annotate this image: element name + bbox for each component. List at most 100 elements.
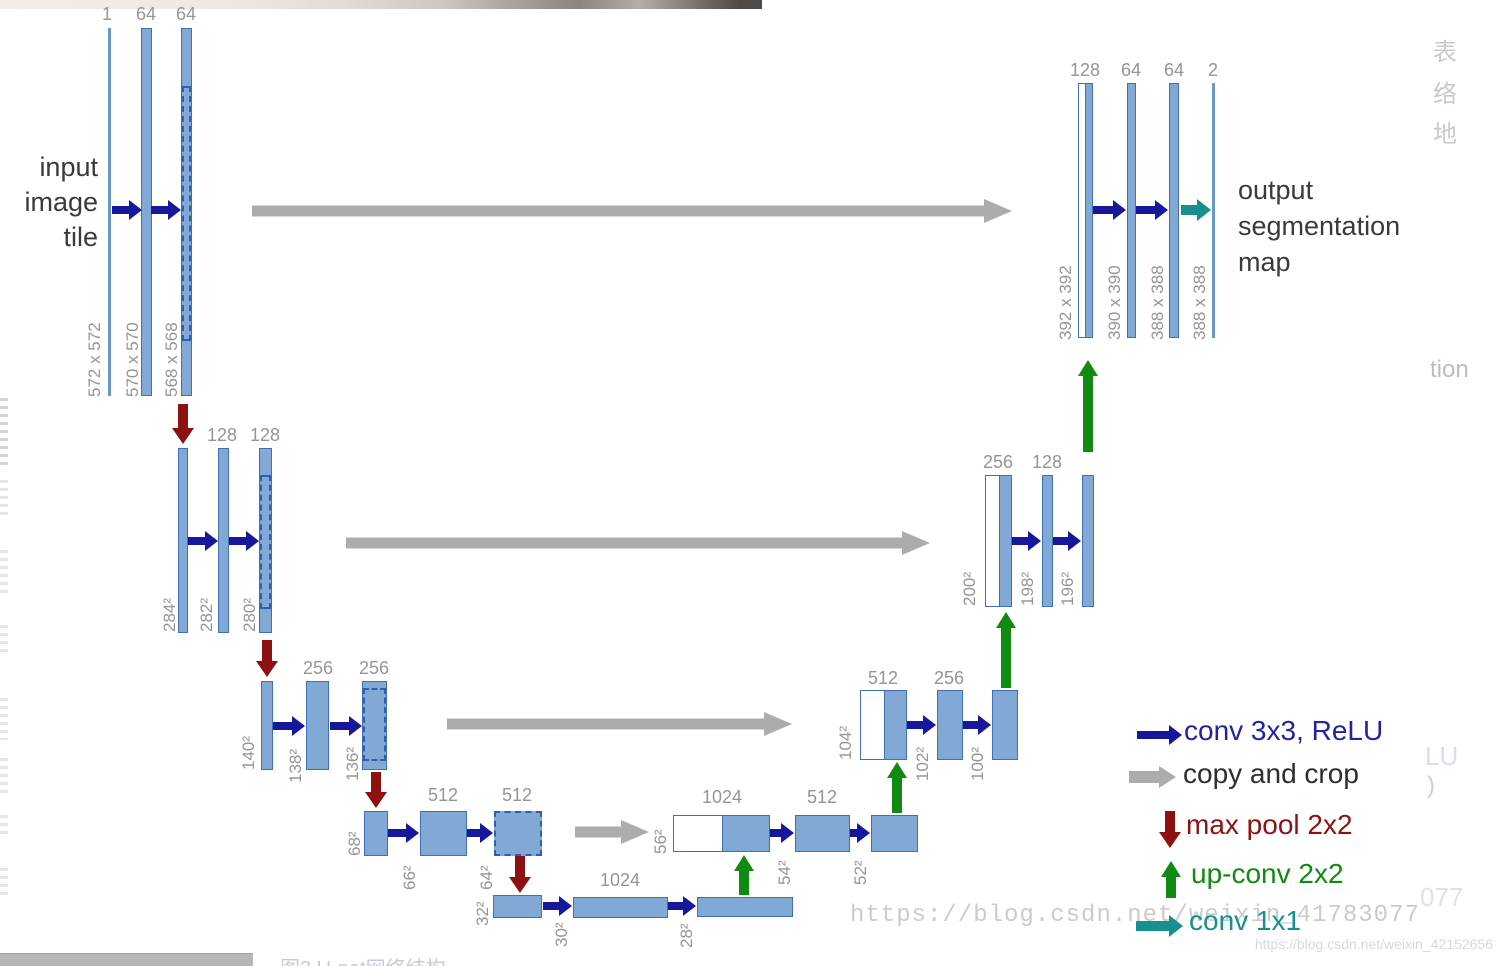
enc1-conv2-crop-region (182, 86, 191, 341)
channel-count-label: 1024 (599, 870, 641, 890)
spatial-size-label: 136² (343, 746, 362, 781)
spatial-size-label: 390 x 390 (1105, 265, 1124, 340)
legend-upconv-arrow (1161, 861, 1181, 898)
maxpool-arrow (256, 640, 278, 677)
legend-maxpool-arrow (1159, 811, 1181, 848)
enc1-conv2 (181, 28, 192, 396)
input-label-line: tile (63, 222, 98, 252)
conv3x3-arrow (388, 823, 419, 843)
maxpool-arrow (365, 772, 387, 808)
left-edge-artifact (0, 625, 8, 657)
channel-count-label: 64 (175, 4, 197, 24)
enc4-pool (364, 811, 388, 856)
ghost-text-fragment: LU (1425, 741, 1459, 771)
spatial-size-label: 572 x 572 (85, 322, 104, 397)
clipped-text-fragment: tion (1430, 356, 1469, 383)
left-edge-artifact (0, 815, 8, 837)
conv3x3-arrow (273, 716, 305, 736)
left-edge-artifact (0, 480, 8, 520)
conv3x3-arrow (668, 896, 696, 916)
conv3x3-arrow (112, 200, 142, 220)
spatial-size-label: 282² (197, 597, 216, 632)
channel-count-label: 1 (101, 4, 113, 24)
spatial-size-label: 54² (775, 860, 794, 885)
legend-conv3x3-label: conv 3x3, ReLU (1184, 715, 1384, 746)
conv3x3-arrow (850, 823, 870, 843)
spatial-size-label: 196² (1058, 571, 1077, 606)
enc3-conv2 (362, 681, 387, 770)
conv3x3-arrow (467, 823, 493, 843)
legend-copy-crop-label: copy and crop (1183, 758, 1359, 789)
channel-count-label: 512 (867, 668, 899, 688)
upconv-arrow (734, 855, 754, 895)
channel-count-label: 128 (1031, 452, 1063, 472)
spatial-size-label: 64² (477, 865, 496, 890)
enc4-conv2 (494, 811, 542, 856)
maxpool-arrow (509, 856, 531, 893)
spatial-size-label: 56² (651, 829, 670, 854)
clipped-chinese-char: 地 (1433, 121, 1457, 148)
spatial-size-label: 392 x 392 (1056, 265, 1075, 340)
legend-copy-crop-arrow (1129, 766, 1176, 788)
spatial-size-label: 200² (960, 571, 979, 606)
spatial-size-label: 388 x 388 (1148, 265, 1167, 340)
dec3-concat (860, 690, 907, 760)
legend-upconv-label: up-conv 2x2 (1191, 858, 1344, 889)
spatial-size-label: 104² (836, 725, 855, 760)
output-label-line: map (1238, 247, 1291, 277)
legend-conv1x1-arrow (1136, 915, 1183, 937)
input-image-tile-label: input image tile (6, 150, 98, 255)
dec3-concat-feature-half (884, 690, 907, 760)
dec1-conv2 (1169, 83, 1179, 338)
figure-caption: 图3 U-net网络结构 (280, 952, 446, 966)
channel-count-label: 2 (1207, 60, 1219, 80)
upconv-arrow (887, 762, 907, 813)
dec3-conv2 (992, 690, 1018, 760)
left-edge-artifact (0, 550, 8, 596)
dec3-conv1 (937, 690, 963, 760)
legend-conv1x1-label: conv 1x1 (1189, 905, 1302, 936)
ghost-text-fragment: 077 (1420, 882, 1464, 912)
spatial-size-label: 30² (552, 922, 571, 947)
bottleneck-conv1 (573, 897, 668, 918)
channel-count-label: 256 (982, 452, 1014, 472)
output-label-line: segmentation (1238, 211, 1401, 241)
conv3x3-arrow (907, 715, 936, 735)
spatial-size-label: 102² (913, 746, 932, 781)
spatial-size-label: 68² (345, 831, 364, 856)
spatial-size-label: 28² (677, 923, 696, 948)
spatial-size-label: 66² (400, 865, 419, 890)
input-label-line: input (39, 152, 98, 182)
spatial-size-label: 568 x 568 (162, 322, 181, 397)
bottleneck-pool (493, 895, 542, 918)
channel-count-label: 512 (806, 787, 838, 807)
channel-count-label: 64 (1163, 60, 1185, 80)
conv3x3-arrow (963, 715, 991, 735)
upconv-arrow (1078, 360, 1098, 452)
spatial-size-label: 52² (851, 860, 870, 885)
dec1-conv1 (1127, 83, 1136, 338)
conv3x3-arrow (1053, 531, 1081, 551)
channel-count-label: 64 (1120, 60, 1142, 80)
channel-count-label: 256 (358, 658, 390, 678)
spatial-size-label: 284² (160, 597, 179, 632)
clipped-chinese-char: 络 (1433, 81, 1457, 108)
channel-count-label: 64 (135, 4, 157, 24)
enc2-conv2 (259, 448, 272, 633)
spatial-size-label: 198² (1018, 571, 1037, 606)
spatial-size-label: 138² (286, 748, 305, 783)
dec2-conv1 (1042, 475, 1053, 607)
spatial-size-label: 100² (968, 746, 987, 781)
conv3x3-arrow (330, 716, 362, 736)
maxpool-arrow (172, 404, 194, 444)
left-edge-artifact (0, 758, 8, 794)
upconv-arrow (996, 612, 1016, 688)
channel-count-label: 512 (427, 785, 459, 805)
dec4-concat (673, 815, 770, 852)
bottleneck-conv2 (697, 897, 793, 917)
conv3x3-arrow (1136, 200, 1168, 220)
enc3-pool (261, 681, 273, 770)
copy-crop-arrow (447, 712, 792, 736)
dec4-concat-feature-half (722, 815, 770, 852)
copy-crop-arrow (575, 820, 649, 844)
